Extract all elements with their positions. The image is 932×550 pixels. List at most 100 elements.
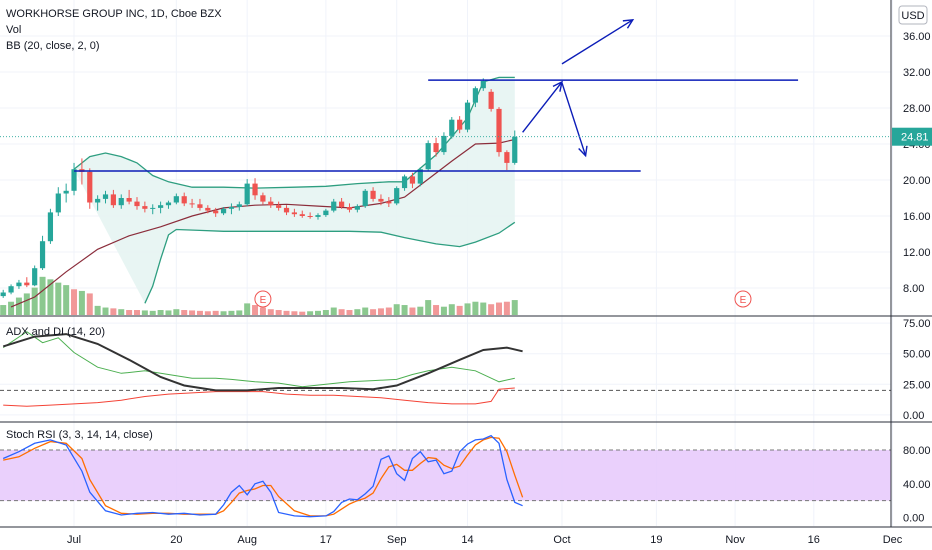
time-tick-label: 20	[170, 534, 182, 546]
candle-body[interactable]	[323, 210, 329, 216]
symbol-title[interactable]: WORKHORSE GROUP INC, 1D, Cboe BZX	[6, 8, 222, 20]
candle-body[interactable]	[118, 198, 124, 206]
candle-body[interactable]	[55, 193, 61, 213]
stoch-rsi-band-fill	[0, 450, 891, 501]
candle-body[interactable]	[370, 190, 376, 199]
candle-body[interactable]	[189, 203, 195, 205]
volume-bar	[440, 306, 447, 315]
volume-bar	[86, 293, 93, 315]
candle-body[interactable]	[480, 81, 486, 89]
candle-body[interactable]	[268, 201, 274, 206]
candle-body[interactable]	[0, 292, 6, 297]
volume-bar	[433, 305, 440, 315]
volume-bar	[39, 276, 46, 315]
candle-body[interactable]	[339, 201, 345, 207]
candle-body[interactable]	[228, 207, 235, 209]
candle-body[interactable]	[472, 88, 478, 103]
candle-body[interactable]	[110, 194, 116, 206]
arrow-up-big[interactable]	[561, 18, 635, 65]
candle-body[interactable]	[260, 195, 266, 202]
candle-body[interactable]	[236, 204, 242, 207]
stoch-rsi-title[interactable]: Stoch RSI (3, 3, 14, 14, close)	[6, 429, 153, 441]
currency-button[interactable]: USD	[898, 5, 928, 25]
time-tick-label: 17	[320, 534, 332, 546]
candle-body[interactable]	[283, 207, 290, 213]
candle-body[interactable]	[504, 152, 510, 163]
candle-body[interactable]	[220, 208, 227, 214]
candle-body[interactable]	[165, 202, 172, 206]
adx-tick-label: 50.00	[903, 349, 931, 361]
candle-body[interactable]	[173, 196, 179, 203]
candle-body[interactable]	[126, 198, 132, 202]
candle-body[interactable]	[181, 196, 187, 204]
candle-body[interactable]	[71, 169, 77, 191]
candle-body[interactable]	[244, 183, 250, 205]
volume-bar	[362, 307, 369, 315]
candle-body[interactable]	[409, 176, 416, 184]
candle-body[interactable]	[252, 183, 258, 196]
candle-body[interactable]	[142, 206, 148, 209]
candle-body[interactable]	[346, 207, 353, 210]
candle-body[interactable]	[16, 282, 22, 287]
candle-body[interactable]	[449, 119, 455, 136]
candle-body[interactable]	[8, 286, 14, 293]
candle-body[interactable]	[378, 198, 384, 202]
candle-body[interactable]	[32, 268, 38, 286]
candle-body[interactable]	[425, 143, 431, 170]
candle-body[interactable]	[299, 214, 305, 216]
candle-body[interactable]	[158, 205, 164, 208]
candle-body[interactable]	[276, 205, 282, 208]
adx-panel[interactable]	[0, 322, 891, 416]
candle-body[interactable]	[315, 215, 321, 217]
candle-body[interactable]	[496, 108, 502, 153]
candle-body[interactable]	[488, 91, 494, 109]
candle-body[interactable]	[386, 201, 392, 204]
price-scale[interactable]: 8.0012.0016.0020.0024.0028.0032.0036.000…	[892, 31, 932, 525]
volume-indicator-label[interactable]: Vol	[6, 24, 21, 36]
candle-body[interactable]	[433, 143, 439, 153]
earnings-badge[interactable]: E	[734, 290, 752, 308]
candle-body[interactable]	[354, 206, 360, 210]
bollinger-indicator-label[interactable]: BB (20, close, 2, 0)	[6, 40, 100, 52]
candle-body[interactable]	[39, 241, 46, 269]
candle-body[interactable]	[95, 198, 101, 203]
earnings-badge-circle	[734, 290, 752, 308]
candle-body[interactable]	[47, 212, 54, 242]
arrow-up-small[interactable]	[522, 80, 563, 133]
candle-body[interactable]	[362, 190, 368, 207]
price-tick-label: 36.00	[903, 31, 931, 43]
candle-body[interactable]	[394, 188, 400, 204]
candle-body[interactable]	[24, 282, 30, 286]
candle-body[interactable]	[307, 216, 313, 217]
arrow-down[interactable]	[561, 82, 588, 158]
candle-body[interactable]	[331, 201, 337, 211]
candle-body[interactable]	[197, 204, 203, 208]
volume-bar	[141, 310, 148, 315]
candle-body[interactable]	[102, 194, 109, 199]
di-minus-line	[3, 387, 515, 407]
candle-body[interactable]	[291, 212, 297, 215]
candle-body[interactable]	[87, 171, 93, 203]
candle-body[interactable]	[512, 136, 518, 163]
volume-bar	[23, 293, 30, 315]
candle-body[interactable]	[401, 176, 408, 189]
candle-body[interactable]	[457, 119, 463, 130]
volume-bar	[338, 309, 345, 315]
earnings-badge[interactable]: E	[254, 290, 272, 308]
candle-body[interactable]	[150, 207, 156, 209]
time-axis[interactable]: Jul 20 Aug 17 Sep 14 Oct 19 Nov 16 Dec	[67, 534, 903, 546]
candle-body[interactable]	[441, 135, 447, 153]
adx-title[interactable]: ADX and DI (14, 20)	[6, 326, 105, 338]
volume-bar	[110, 308, 117, 315]
candle-body[interactable]	[205, 207, 211, 211]
last-price-tag[interactable]: 24.81	[892, 127, 932, 146]
candle-body[interactable]	[417, 169, 423, 184]
time-tick-label: 16	[808, 534, 820, 546]
candle-body[interactable]	[63, 190, 69, 194]
stoch-rsi-panel[interactable]	[0, 434, 891, 518]
candle-body[interactable]	[134, 201, 140, 207]
candle-body[interactable]	[213, 210, 219, 214]
candle-body[interactable]	[464, 102, 471, 130]
